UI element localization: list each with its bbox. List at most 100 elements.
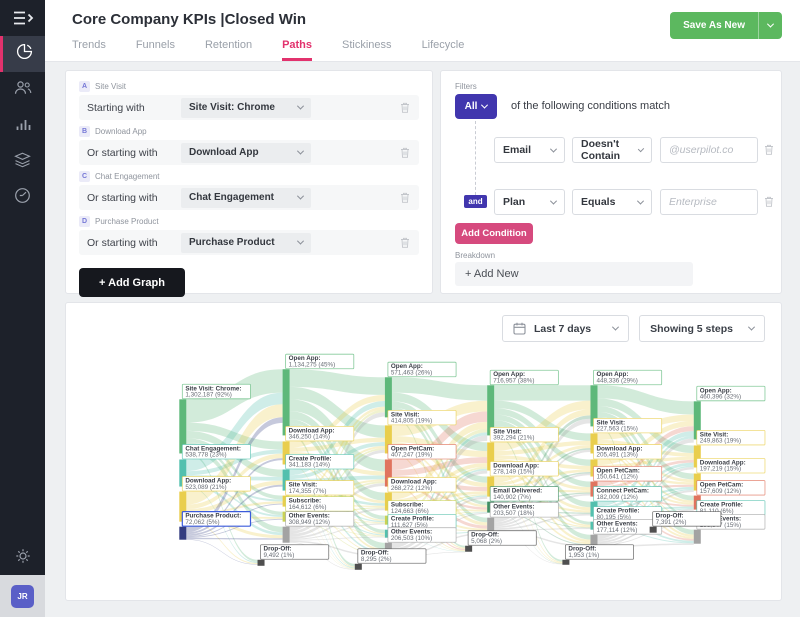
svg-text:80,195 (5%): 80,195 (5%) — [596, 514, 630, 521]
analytics-pie-icon — [16, 43, 33, 65]
svg-text:Site Visit:: Site Visit: — [391, 411, 420, 418]
condition-2-field-select[interactable]: Plan — [494, 189, 565, 215]
path-c-event-select[interactable]: Chat Engagement — [181, 187, 311, 208]
chevron-down-icon — [636, 197, 645, 205]
condition-1-value-input[interactable] — [660, 137, 758, 163]
svg-text:203,507 (18%): 203,507 (18%) — [493, 510, 534, 517]
paths-builder-panel: A Site Visit Starting with Site Visit: C… — [65, 70, 433, 297]
svg-text:Create Profile:: Create Profile: — [289, 455, 332, 462]
path-b-badge: B — [79, 126, 90, 137]
svg-text:278,149 (15%): 278,149 (15%) — [493, 469, 534, 476]
add-graph-button[interactable]: + Add Graph — [79, 268, 185, 297]
condition-1-delete-button[interactable] — [763, 143, 775, 161]
breakdown-add-new[interactable]: + Add New — [455, 262, 693, 286]
tab-paths[interactable]: Paths — [282, 39, 313, 61]
sidebar-item-analytics[interactable] — [0, 36, 45, 72]
chevron-down-icon — [296, 102, 305, 110]
sidebar-item-segments[interactable] — [0, 144, 45, 180]
svg-text:Download App:: Download App: — [493, 463, 539, 470]
svg-text:9,492 (1%): 9,492 (1%) — [264, 552, 295, 559]
sankey-diagram[interactable]: Site Visit: Chrome:1,302,187 (92%) Chat E… — [74, 349, 776, 582]
path-d-delete-button[interactable] — [399, 236, 411, 249]
match-mode-select[interactable]: All — [455, 94, 497, 119]
sidebar-item-reports[interactable] — [0, 108, 45, 144]
condition-1-operator-select[interactable]: Doesn't Contain — [572, 137, 652, 163]
date-range-select[interactable]: Last 7 days — [501, 315, 630, 342]
path-a-delete-button[interactable] — [399, 101, 411, 114]
path-b-row: Or starting with Download App — [79, 140, 419, 165]
condition-1-operator: Doesn't Contain — [581, 138, 621, 162]
condition-1-field: Email — [503, 144, 532, 156]
path-b-selected: Download App — [189, 147, 259, 158]
svg-text:206,503 (10%): 206,503 (10%) — [391, 535, 432, 542]
svg-text:72,062 (5%): 72,062 (5%) — [185, 519, 219, 526]
svg-text:716,957 (38%): 716,957 (38%) — [493, 377, 534, 384]
path-b-event-select[interactable]: Download App — [181, 142, 311, 163]
condition-2-value-input[interactable] — [660, 189, 758, 215]
svg-text:Open PetCam:: Open PetCam: — [391, 445, 434, 452]
svg-text:407,247 (19%): 407,247 (19%) — [391, 452, 432, 459]
sidebar-item-users[interactable] — [0, 72, 45, 108]
path-c-event: Chat Engagement — [95, 172, 160, 181]
svg-text:174,355 (7%): 174,355 (7%) — [289, 488, 327, 495]
svg-text:Site Visit: Chrome:: Site Visit: Chrome: — [185, 385, 241, 392]
path-d-selected: Purchase Product — [189, 237, 275, 248]
header: Core Company KPIs |Closed Win Save As Ne… — [45, 0, 800, 62]
path-c-delete-button[interactable] — [399, 191, 411, 204]
svg-text:Open App:: Open App: — [493, 371, 525, 378]
svg-text:Drop-Off:: Drop-Off: — [361, 550, 389, 557]
svg-text:1,953 (1%): 1,953 (1%) — [568, 552, 599, 559]
sidebar-item-settings[interactable] — [0, 548, 45, 569]
svg-text:571,463 (26%): 571,463 (26%) — [391, 369, 432, 376]
svg-text:Download App:: Download App: — [596, 445, 642, 452]
sidebar: JR — [0, 0, 45, 617]
chevron-down-icon — [612, 323, 620, 331]
bar-chart-icon — [15, 116, 31, 136]
gauge-icon — [14, 187, 31, 209]
svg-text:7,391 (2%): 7,391 (2%) — [656, 519, 687, 526]
match-text: of the following conditions match — [511, 100, 670, 112]
tab-lifecycle[interactable]: Lifecycle — [421, 39, 465, 51]
avatar[interactable]: JR — [11, 584, 34, 608]
svg-text:Open App:: Open App: — [289, 355, 321, 362]
sidebar-item-dashboard[interactable] — [0, 180, 45, 216]
chevron-down-icon — [766, 20, 775, 28]
svg-text:140,902 (7%): 140,902 (7%) — [493, 494, 531, 501]
condition-row-2: Plan Equals — [441, 189, 781, 215]
svg-text:460,396 (32%): 460,396 (32%) — [700, 394, 741, 401]
svg-text:Create Profile:: Create Profile: — [391, 516, 434, 523]
svg-text:150,641 (12%): 150,641 (12%) — [596, 474, 637, 481]
svg-text:308,949 (12%): 308,949 (12%) — [289, 519, 330, 526]
svg-text:Subscribe:: Subscribe: — [289, 498, 322, 505]
path-a-event: Site Visit — [95, 82, 126, 91]
save-as-new-button[interactable]: Save As New — [670, 12, 782, 39]
tab-retention[interactable]: Retention — [204, 39, 253, 51]
path-d-prefix: Or starting with — [87, 236, 158, 249]
tab-stickiness[interactable]: Stickiness — [342, 39, 392, 51]
svg-text:157,609 (12%): 157,609 (12%) — [700, 488, 741, 495]
path-a-row: Starting with Site Visit: Chrome — [79, 95, 419, 120]
tab-trends[interactable]: Trends — [72, 39, 106, 51]
path-d-event-select[interactable]: Purchase Product — [181, 232, 311, 253]
condition-1-field-select[interactable]: Email — [494, 137, 565, 163]
svg-text:Open App:: Open App: — [596, 371, 628, 378]
steps-select[interactable]: Showing 5 steps — [639, 315, 765, 342]
tab-funnels[interactable]: Funnels — [135, 39, 175, 51]
menu-expand-icon[interactable] — [0, 0, 45, 36]
svg-text:414,805 (19%): 414,805 (19%) — [391, 418, 432, 425]
save-dropdown-caret[interactable] — [758, 12, 782, 39]
svg-text:Email Delivered:: Email Delivered: — [493, 488, 542, 495]
condition-2-operator-select[interactable]: Equals — [572, 189, 652, 215]
svg-text:124,663 (6%): 124,663 (6%) — [391, 508, 429, 515]
chevron-down-icon — [747, 323, 756, 331]
path-a-event-select[interactable]: Site Visit: Chrome — [181, 97, 311, 118]
sidebar-footer: JR — [0, 575, 45, 617]
svg-text:Other Events:: Other Events: — [493, 504, 534, 511]
path-b-delete-button[interactable] — [399, 146, 411, 159]
svg-text:197,219 (15%): 197,219 (15%) — [700, 466, 741, 473]
condition-2-delete-button[interactable] — [763, 195, 775, 213]
add-condition-button[interactable]: Add Condition — [455, 223, 533, 244]
svg-text:Open App:: Open App: — [391, 363, 423, 370]
path-b-prefix: Or starting with — [87, 146, 158, 159]
conjunction-badge: and — [464, 195, 487, 208]
